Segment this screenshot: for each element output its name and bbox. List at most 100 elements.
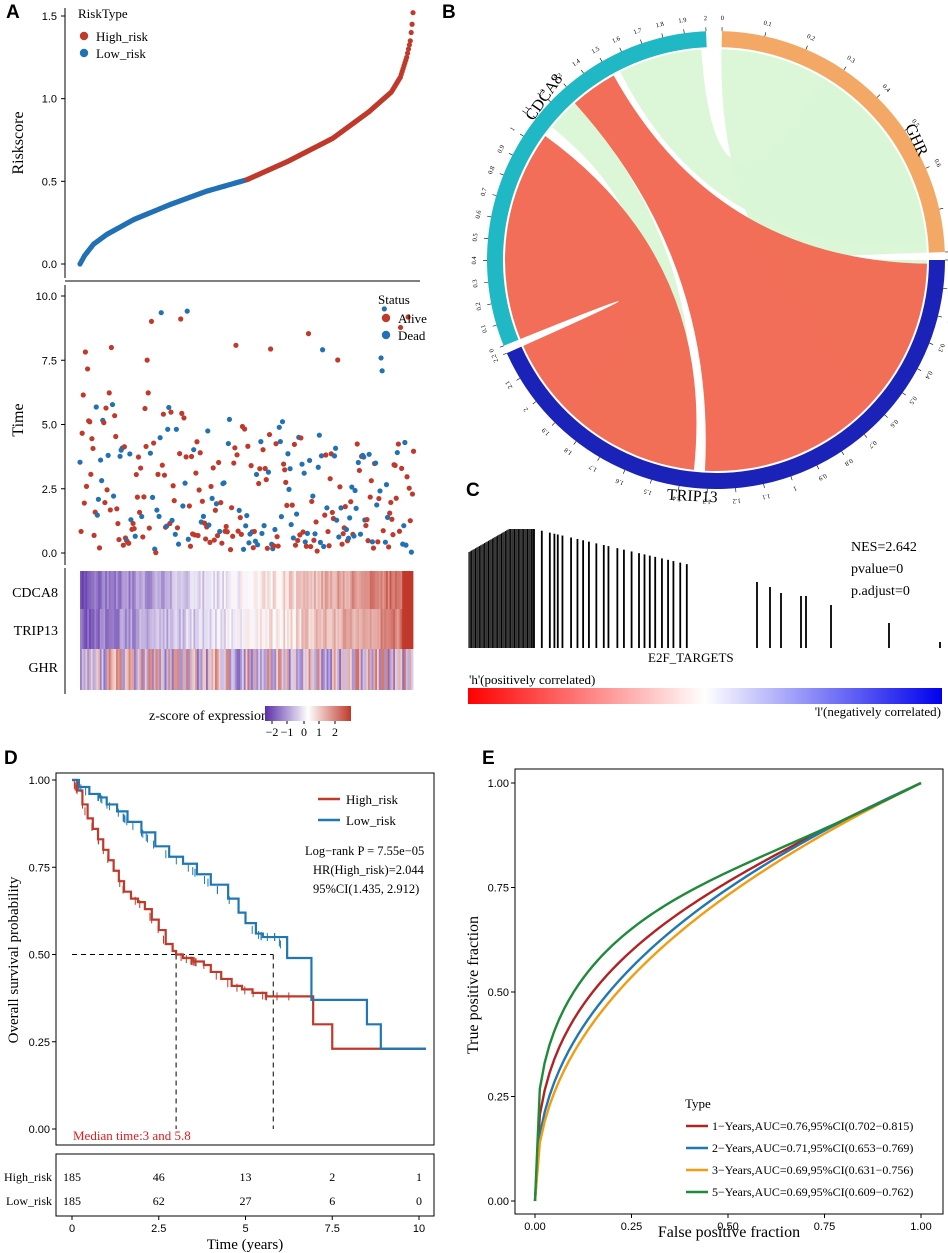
sector-tick	[884, 414, 888, 418]
heatmap-cell-ghr	[315, 649, 318, 690]
status-point-dead	[304, 530, 311, 537]
status-point-alive	[130, 520, 136, 527]
status-point-alive	[126, 540, 132, 546]
heatmap-cell-ghr	[364, 649, 367, 690]
riskscore-point	[406, 42, 412, 48]
status-point-alive	[313, 519, 319, 525]
status-point-alive	[177, 451, 183, 457]
heatmap-cell-trip13	[105, 609, 108, 649]
status-point-alive	[199, 498, 205, 504]
heatmap-cell-ghr	[279, 649, 282, 690]
heatmap-cell-ghr	[195, 649, 198, 690]
status-point-dead	[95, 496, 102, 502]
status-point-alive	[208, 483, 214, 490]
heatmap-cell-trip13	[161, 609, 164, 649]
status-point-alive	[314, 548, 320, 554]
status-point-alive	[193, 470, 199, 476]
status-point-dead	[191, 447, 197, 453]
status-point-dead	[299, 461, 305, 467]
status-point-dead	[403, 542, 409, 548]
status-point-dead	[276, 424, 282, 430]
heatmap-cell-cdca8	[119, 571, 122, 609]
heatmap-cell-ghr	[297, 649, 300, 690]
heatmap-cell-ghr	[288, 649, 291, 690]
roc-curve-3	[533, 781, 922, 1202]
roc-y-tick-label: 0.25	[488, 1092, 509, 1104]
status-point-dead	[317, 539, 324, 545]
heatmap-cell-trip13	[252, 609, 255, 649]
heatmap-cell-ghr	[267, 649, 270, 690]
heatmap-cell-trip13	[272, 609, 275, 649]
heatmap-cell-trip13	[179, 609, 182, 649]
heatmap-cell-cdca8	[168, 571, 171, 609]
status-point-alive	[91, 532, 97, 539]
km-x-tick-label: 0	[69, 1223, 75, 1235]
status-point-dead	[381, 306, 387, 312]
heatmap-cell-cdca8	[220, 571, 223, 609]
heatmap-cell-trip13	[227, 609, 230, 649]
heatmap-cell-trip13	[128, 609, 131, 649]
heatmap-cell-cdca8	[288, 571, 291, 609]
status-point-alive	[159, 462, 165, 468]
status-point-alive	[370, 545, 377, 551]
riskscore-tick-label: 1.0	[42, 94, 57, 106]
risk-table-row-label: Low_risk	[6, 1194, 52, 1208]
heatmap-cell-ghr	[391, 649, 394, 690]
heatmap-cell-trip13	[310, 609, 313, 649]
heatmap-cell-trip13	[290, 609, 293, 649]
sector-tick-label: 0.6	[475, 209, 484, 219]
status-point-dead	[318, 453, 325, 459]
heatmap-cell-cdca8	[218, 571, 221, 609]
colorbar-tick-label: 0	[301, 725, 307, 739]
heatmap-cell-ghr	[94, 649, 97, 690]
status-point-dead	[209, 495, 215, 502]
roc-legend-title: Type	[685, 1096, 711, 1111]
heatmap-cell-trip13	[234, 609, 237, 649]
heatmap-cell-cdca8	[344, 571, 347, 609]
km-y-tick-label: 0.50	[29, 950, 50, 962]
heatmap-cell-ghr	[306, 649, 309, 690]
heatmap-cell-cdca8	[166, 571, 169, 609]
heatmap-cell-cdca8	[105, 571, 108, 609]
heatmap-cell-cdca8	[144, 571, 147, 609]
heatmap-cell-ghr	[182, 649, 185, 690]
sector-tick	[622, 469, 626, 474]
heatmap-cell-trip13	[99, 609, 102, 649]
heatmap-cell-ghr	[339, 649, 342, 690]
heatmap-cell-ghr	[206, 649, 209, 690]
status-point-alive	[387, 510, 393, 516]
heatmap-cell-cdca8	[121, 571, 124, 609]
status-point-alive	[326, 543, 332, 549]
sector-tick-label: 1.1	[521, 105, 532, 116]
heatmap-cell-ghr	[251, 649, 254, 690]
status-point-dead	[286, 486, 292, 492]
heatmap-cell-cdca8	[395, 571, 398, 609]
heatmap-cell-trip13	[315, 609, 318, 649]
heatmap-cell-trip13	[258, 609, 261, 649]
heatmap-cell-ghr	[393, 649, 396, 690]
sector-tick	[917, 368, 922, 371]
heatmap-cell-cdca8	[364, 571, 367, 609]
heatmap-cell-cdca8	[274, 571, 277, 609]
heatmap-cell-cdca8	[141, 571, 144, 609]
sector-tick-label: 2	[522, 406, 530, 413]
status-point-alive	[153, 550, 159, 556]
heatmap-cell-cdca8	[238, 571, 241, 609]
heatmap-cell-trip13	[243, 609, 246, 649]
heatmap-cell-trip13	[402, 609, 405, 649]
heatmap-cell-ghr	[173, 649, 176, 690]
status-point-dead	[338, 505, 344, 511]
heatmap-cell-cdca8	[368, 571, 371, 609]
heatmap-cell-ghr	[141, 649, 144, 690]
status-point-alive	[367, 494, 373, 500]
status-point-alive	[223, 523, 229, 530]
heatmap-cell-trip13	[377, 609, 380, 649]
heatmap-cell-cdca8	[112, 571, 115, 609]
heatmap-cell-cdca8	[137, 571, 140, 609]
sector-tick	[816, 465, 820, 470]
sector-tick	[925, 166, 930, 169]
heatmap-cell-ghr	[332, 649, 335, 690]
heatmap-cell-cdca8	[242, 571, 245, 609]
status-point-dead	[278, 514, 285, 520]
